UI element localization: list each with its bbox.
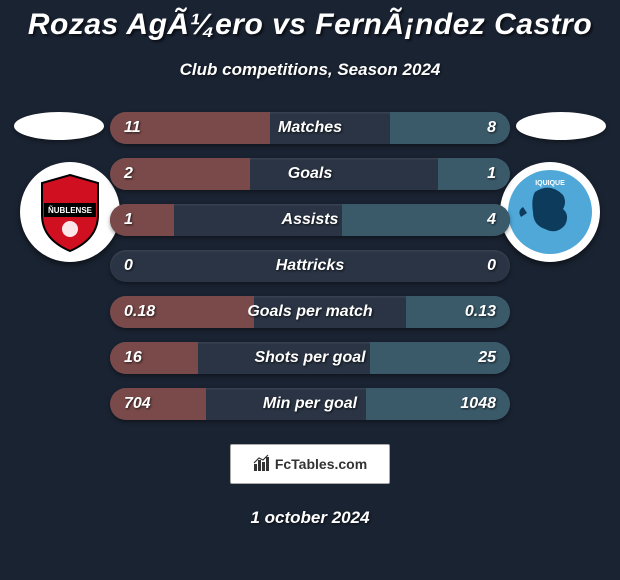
stat-value-right: 25 — [478, 349, 496, 367]
svg-text:IQUIQUE: IQUIQUE — [535, 180, 565, 187]
stat-label: Shots per goal — [110, 349, 510, 367]
left-ellipse-decoration — [14, 112, 104, 140]
page-title: Rozas AgÃ¼ero vs FernÃ¡ndez Castro — [28, 8, 592, 42]
stat-value-left: 11 — [124, 119, 141, 137]
stat-label: Min per goal — [110, 395, 510, 413]
shield-icon: ÑUBLENSE — [30, 167, 110, 257]
dragon-icon: IQUIQUE — [505, 167, 595, 257]
stat-bar: Shots per goal16 25 — [110, 342, 510, 374]
svg-text:ÑUBLENSE: ÑUBLENSE — [48, 206, 93, 215]
subtitle: Club competitions, Season 2024 — [180, 60, 441, 80]
stat-value-right: 0.13 — [465, 303, 496, 321]
stat-value-left: 0.18 — [124, 303, 155, 321]
stat-value-left: 0 — [124, 257, 133, 275]
stat-value-left: 16 — [124, 349, 142, 367]
stat-bar: Hattricks0 0 — [110, 250, 510, 282]
stats-area: ÑUBLENSE IQUIQUE Matches118Goals21Assist… — [0, 112, 620, 420]
stat-bar: Goals per match0.18 0.13 — [110, 296, 510, 328]
stat-bar: Matches11 8 — [110, 112, 510, 144]
stat-value-right: 0 — [487, 257, 496, 275]
stat-bar: Assists1 4 — [110, 204, 510, 236]
stat-label: Matches — [110, 119, 510, 137]
stat-value-left: 1 — [124, 211, 133, 229]
right-team-badge: IQUIQUE — [500, 162, 600, 262]
stat-label: Goals per match — [110, 303, 510, 321]
footer-date: 1 october 2024 — [250, 508, 369, 528]
stat-value-left: 2 — [124, 165, 133, 183]
stat-value-right: 1 — [487, 165, 496, 183]
stat-bars-column: Matches118Goals21Assists14Hattricks00Goa… — [110, 112, 510, 420]
stat-value-right: 1048 — [460, 395, 496, 413]
right-ellipse-decoration — [516, 112, 606, 140]
left-team-badge: ÑUBLENSE — [20, 162, 120, 262]
comparison-container: Rozas AgÃ¼ero vs FernÃ¡ndez Castro Club … — [0, 0, 620, 580]
stat-value-right: 4 — [487, 211, 496, 229]
stat-bar: Min per goal704 1048 — [110, 388, 510, 420]
stat-value-left: 704 — [124, 395, 151, 413]
brand-logo: FcTables.com — [230, 444, 390, 484]
stat-label: Hattricks — [110, 257, 510, 275]
brand-text: FcTables.com — [275, 456, 367, 472]
chart-icon — [253, 454, 271, 475]
stat-label: Goals — [110, 165, 510, 183]
stat-value-right: 8 — [487, 119, 496, 137]
stat-bar: Goals2 1 — [110, 158, 510, 190]
stat-label: Assists — [110, 211, 510, 229]
